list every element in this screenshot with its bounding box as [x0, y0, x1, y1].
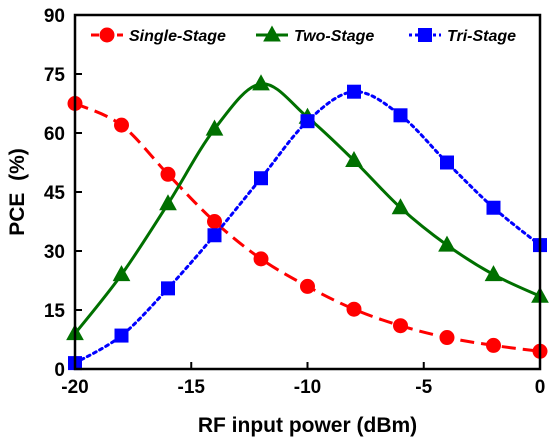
- legend-marker: [263, 25, 281, 42]
- two-stage-point: [252, 74, 270, 91]
- x-tick-label: -15: [178, 377, 206, 398]
- x-tick-label: -20: [61, 377, 88, 398]
- y-axis-ticks: 0 15 30 45 60 75 90: [44, 6, 82, 381]
- y-tick-label: 0: [54, 360, 65, 381]
- single-stage-point: [393, 318, 408, 334]
- legend-label: Single-Stage: [129, 28, 226, 45]
- two-stage-point: [438, 235, 456, 252]
- tri-stage-point: [486, 200, 501, 215]
- x-axis-title: RF input power (dBm): [198, 414, 417, 437]
- single-stage-point: [160, 166, 176, 182]
- y-tick-label: 75: [44, 65, 66, 86]
- single-stage-point: [114, 117, 129, 133]
- tri-stage-point: [161, 281, 175, 296]
- legend-item-two-stage: Two-Stage: [256, 25, 374, 45]
- legend-marker: [99, 27, 115, 43]
- single-stage-point: [439, 330, 455, 346]
- plot-frame: [73, 13, 542, 371]
- y-tick-label: 60: [44, 124, 65, 145]
- y-tick-label: 15: [44, 301, 66, 322]
- legend-item-single-stage: Single-Stage: [91, 27, 226, 45]
- x-tick-label: -10: [294, 377, 321, 398]
- y-axis-title: PCE (%): [6, 148, 29, 236]
- y-tick-label: 90: [44, 6, 65, 27]
- single-stage-point: [207, 214, 222, 229]
- tri-stage-point: [393, 108, 408, 123]
- legend: Single-Stage Two-Stage Tri-Stage: [91, 25, 516, 45]
- legend-item-tri-stage: Tri-Stage: [409, 28, 516, 45]
- x-tick-label: 0: [535, 377, 546, 398]
- legend-label: Two-Stage: [294, 28, 374, 45]
- single-stage-point: [346, 301, 362, 317]
- two-stage-point: [345, 150, 363, 168]
- two-stage-point: [391, 198, 410, 215]
- tri-stage-point: [114, 328, 129, 343]
- single-stage-point: [486, 337, 501, 353]
- two-stage-point: [484, 265, 503, 282]
- two-stage-point: [112, 265, 131, 282]
- tri-stage-point: [254, 171, 268, 186]
- tri-stage-point: [300, 114, 315, 129]
- tri-stage-point: [207, 228, 222, 243]
- y-tick-label: 45: [44, 183, 66, 204]
- two-stage-point: [205, 119, 224, 136]
- tri-stage-point: [440, 155, 454, 170]
- tri-stage-line: [75, 90, 540, 365]
- legend-marker: [418, 28, 432, 42]
- y-tick-label: 30: [44, 242, 65, 263]
- x-tick-label: -5: [415, 377, 432, 398]
- two-stage-point: [159, 194, 177, 211]
- tri-stage-point: [347, 84, 361, 99]
- legend-label: Tri-Stage: [447, 28, 516, 45]
- single-stage-point: [300, 278, 315, 294]
- series-markers: [66, 74, 549, 371]
- x-axis-ticks: -20 -15 -10 -5 0: [61, 362, 545, 398]
- single-stage-point: [253, 251, 269, 267]
